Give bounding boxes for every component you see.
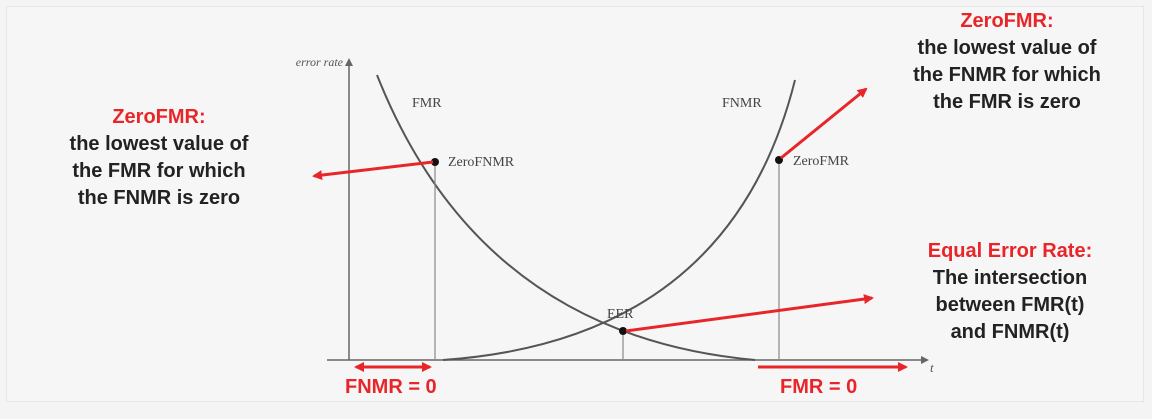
top-right-annotation-line: the FNMR for which bbox=[913, 64, 1101, 86]
top-right-annotation-title: ZeroFMR: bbox=[960, 10, 1054, 32]
x-axis-label: t bbox=[930, 360, 934, 375]
zero-fmr-label: ZeroFMR bbox=[793, 154, 850, 169]
top-right-annotation-arrow bbox=[780, 87, 868, 160]
bottom-right-annotation-arrow bbox=[625, 294, 874, 333]
bottom-right-annotation: Equal Error Rate: The intersection betwe… bbox=[880, 238, 1140, 346]
y-axis-label: error rate bbox=[296, 55, 344, 69]
fmr-curve-label: FMR bbox=[412, 96, 442, 111]
top-right-annotation-line: the FMR is zero bbox=[933, 91, 1081, 113]
fnmr-curve-label: FNMR bbox=[722, 96, 762, 111]
diagram-panel bbox=[6, 6, 1144, 402]
fmr-zero-label: FMR = 0 bbox=[780, 376, 858, 398]
zero-fnmr-point bbox=[431, 158, 439, 166]
eer-point bbox=[619, 327, 627, 335]
left-annotation-line: the FNMR is zero bbox=[77, 187, 241, 209]
fmr-curve bbox=[376, 74, 756, 361]
fnmr-curve bbox=[442, 79, 796, 361]
bottom-right-annotation-title: Equal Error Rate: bbox=[927, 240, 1093, 262]
bottom-right-annotation-line: The intersection bbox=[932, 267, 1088, 289]
top-right-annotation: ZeroFMR: the lowest value of the FNMR fo… bbox=[868, 8, 1146, 116]
bottom-right-annotation-line: between FMR(t) bbox=[935, 294, 1085, 316]
bottom-right-annotation-line: and FNMR(t) bbox=[950, 321, 1070, 343]
left-annotation-line: the FMR for which bbox=[72, 160, 246, 182]
top-right-annotation-line: the lowest value of bbox=[917, 37, 1097, 59]
eer-label: EER bbox=[607, 307, 634, 322]
left-annotation: ZeroFMR: the lowest value of the FMR for… bbox=[20, 104, 298, 212]
left-annotation-line: the lowest value of bbox=[69, 133, 249, 155]
left-annotation-title: ZeroFMR: bbox=[112, 106, 206, 128]
fnmr-zero-label: FNMR = 0 bbox=[345, 376, 437, 398]
left-annotation-arrow bbox=[312, 160, 434, 181]
zero-fnmr-label: ZeroFNMR bbox=[448, 155, 515, 170]
